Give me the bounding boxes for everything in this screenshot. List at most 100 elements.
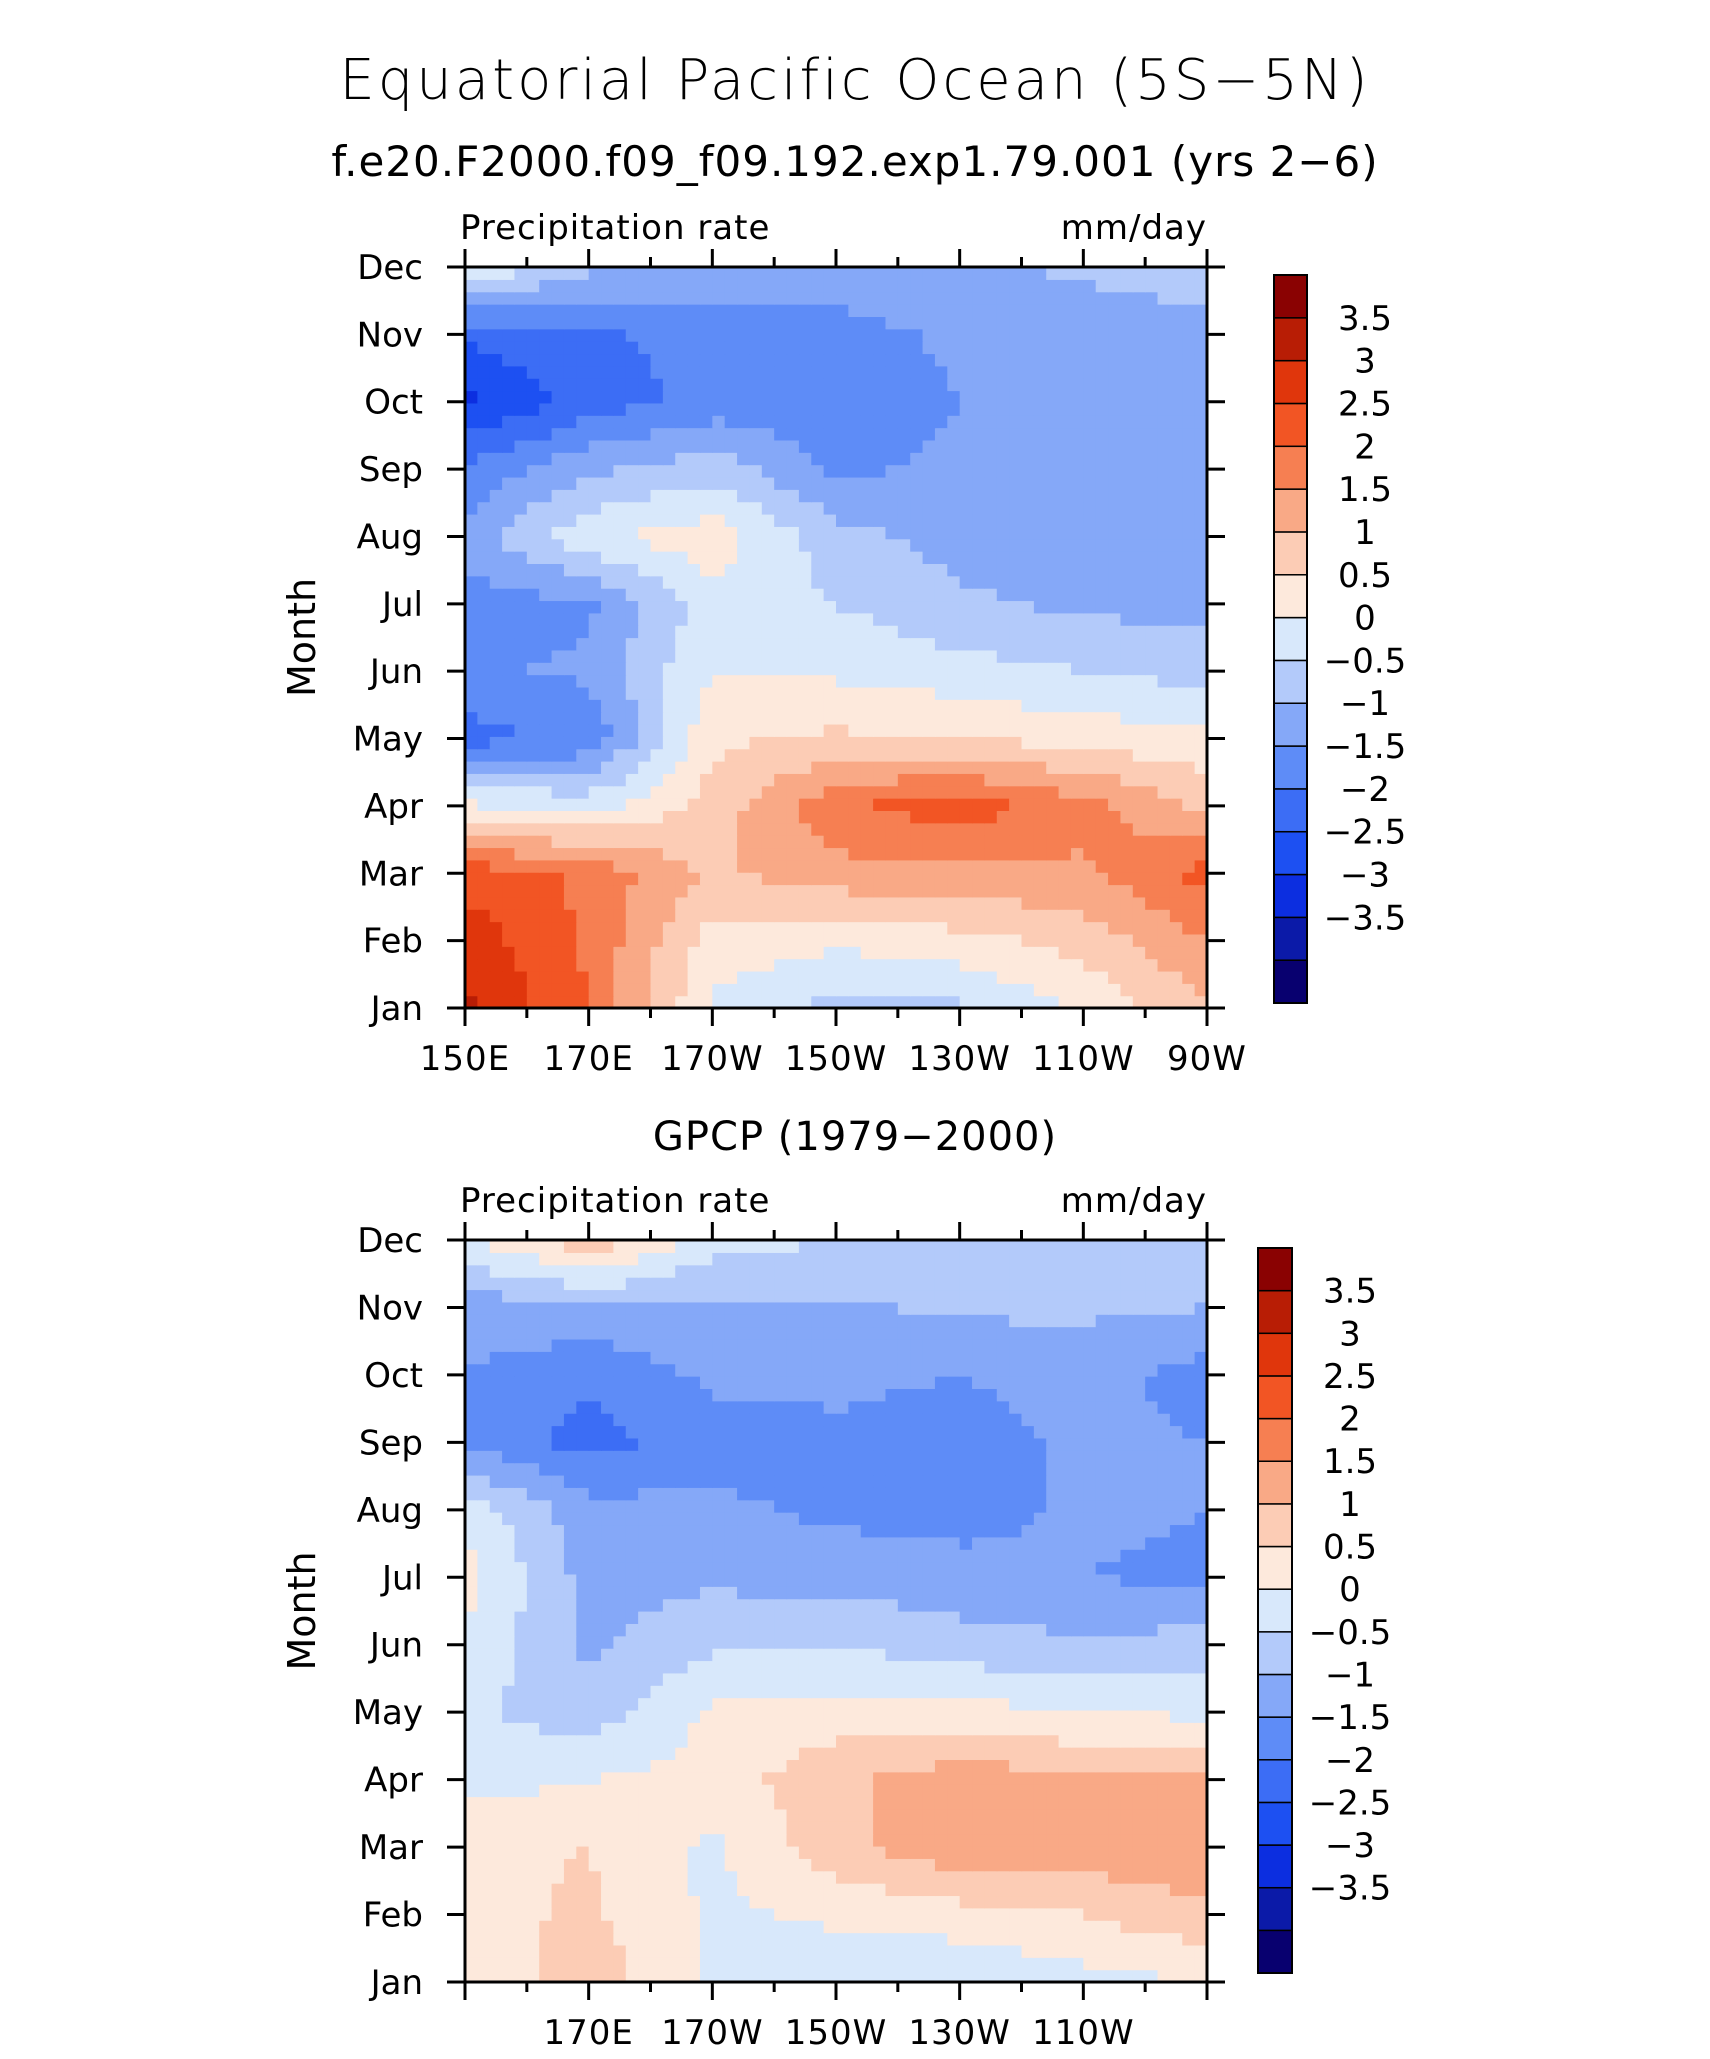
contour-cell bbox=[910, 489, 924, 503]
contour-cell bbox=[934, 402, 948, 416]
contour-cell bbox=[1033, 501, 1047, 515]
contour-cell bbox=[1132, 1808, 1146, 1822]
contour-cell bbox=[996, 415, 1010, 429]
contour-cell bbox=[749, 514, 763, 527]
contour-cell bbox=[699, 785, 713, 799]
contour-cell bbox=[873, 736, 887, 750]
contour-cell bbox=[650, 563, 664, 577]
contour-cell bbox=[836, 1759, 849, 1773]
contour-cell bbox=[1108, 476, 1122, 490]
contour-cell bbox=[1058, 859, 1072, 873]
contour-cell bbox=[601, 341, 614, 355]
contour-cell bbox=[502, 1784, 516, 1798]
contour-cell bbox=[1182, 563, 1196, 577]
contour-cell bbox=[984, 267, 998, 280]
contour-cell bbox=[1120, 872, 1134, 886]
contour-cell bbox=[563, 835, 577, 849]
contour-cell bbox=[1108, 995, 1122, 1008]
contour-cell bbox=[502, 1944, 516, 1958]
contour-cell bbox=[1120, 378, 1134, 392]
contour-cell bbox=[477, 452, 491, 466]
contour-cell bbox=[1132, 1895, 1146, 1909]
contour-cell bbox=[860, 872, 874, 886]
contour-cell bbox=[477, 859, 491, 873]
contour-cell bbox=[836, 847, 849, 861]
contour-cell bbox=[465, 835, 478, 849]
contour-cell bbox=[786, 847, 800, 861]
contour-cell bbox=[761, 1833, 775, 1847]
contour-cell bbox=[811, 452, 825, 466]
contour-cell bbox=[687, 921, 701, 935]
contour-cell bbox=[712, 686, 726, 700]
contour-cell bbox=[638, 884, 652, 898]
contour-cell bbox=[959, 1833, 973, 1847]
contour-cell bbox=[1132, 785, 1146, 799]
contour-cell bbox=[526, 1932, 540, 1946]
contour-cell bbox=[786, 501, 800, 515]
contour-cell bbox=[1046, 365, 1060, 379]
contour-cell bbox=[996, 341, 1010, 355]
contour-cell bbox=[737, 291, 751, 305]
contour-cell bbox=[1108, 1734, 1122, 1748]
contour-cell bbox=[1009, 1747, 1023, 1760]
contour-cell bbox=[712, 1821, 726, 1835]
contour-cell bbox=[749, 378, 763, 392]
contour-cell bbox=[798, 279, 812, 293]
contour-cell bbox=[489, 662, 503, 676]
contour-cell bbox=[1095, 489, 1109, 503]
contour-cell bbox=[675, 588, 689, 602]
contour-cell bbox=[551, 637, 565, 651]
contour-cell bbox=[761, 1895, 775, 1909]
contour-cell bbox=[687, 995, 701, 1008]
contour-cell bbox=[1009, 341, 1023, 355]
contour-cell bbox=[774, 872, 788, 886]
contour-cell bbox=[563, 415, 577, 429]
contour-cell bbox=[848, 711, 862, 725]
contour-cell bbox=[922, 551, 936, 564]
contour-cell bbox=[836, 489, 849, 503]
contour-cell bbox=[910, 810, 924, 824]
contour-cell bbox=[576, 686, 590, 700]
contour-cell bbox=[934, 588, 948, 602]
contour-cell bbox=[687, 353, 701, 367]
contour-cell bbox=[1095, 662, 1109, 676]
contour-cell bbox=[1157, 365, 1171, 379]
contour-cell bbox=[774, 810, 788, 824]
contour-cell bbox=[860, 1944, 874, 1958]
contour-cell bbox=[625, 390, 639, 404]
contour-cell bbox=[625, 476, 639, 490]
contour-cell bbox=[1033, 1957, 1047, 1971]
contour-cell bbox=[502, 402, 516, 416]
contour-cell bbox=[823, 452, 837, 466]
contour-cell bbox=[724, 365, 738, 379]
contour-cell bbox=[910, 1932, 924, 1946]
contour-cell bbox=[761, 1759, 775, 1773]
contour-cell bbox=[959, 304, 973, 317]
contour-cell bbox=[1033, 402, 1047, 416]
contour-cell bbox=[1009, 686, 1023, 700]
contour-cell bbox=[650, 711, 664, 725]
contour-cell bbox=[885, 304, 899, 317]
contour-cell bbox=[526, 1709, 540, 1723]
contour-cell bbox=[687, 612, 701, 626]
contour-cell bbox=[774, 847, 788, 861]
colorbar-label: −1.5 bbox=[1324, 727, 1407, 767]
contour-cell bbox=[650, 699, 664, 713]
contour-cell bbox=[514, 1895, 528, 1909]
contour-cell bbox=[1194, 279, 1207, 293]
contour-cell bbox=[972, 798, 985, 811]
contour-cell bbox=[526, 538, 540, 552]
contour-cell bbox=[662, 489, 676, 503]
contour-cell bbox=[551, 970, 565, 984]
contour-cell bbox=[1083, 439, 1097, 453]
contour-cell bbox=[1145, 736, 1159, 750]
contour-cell bbox=[1132, 1722, 1146, 1736]
contour-cell bbox=[1108, 909, 1122, 923]
contour-cell bbox=[774, 637, 788, 651]
contour-cell bbox=[737, 995, 751, 1008]
contour-cell bbox=[1157, 1858, 1171, 1872]
contour-cell bbox=[1021, 1722, 1035, 1736]
contour-cell bbox=[662, 822, 676, 836]
contour-cell bbox=[1194, 575, 1207, 589]
contour-cell bbox=[687, 1845, 701, 1859]
